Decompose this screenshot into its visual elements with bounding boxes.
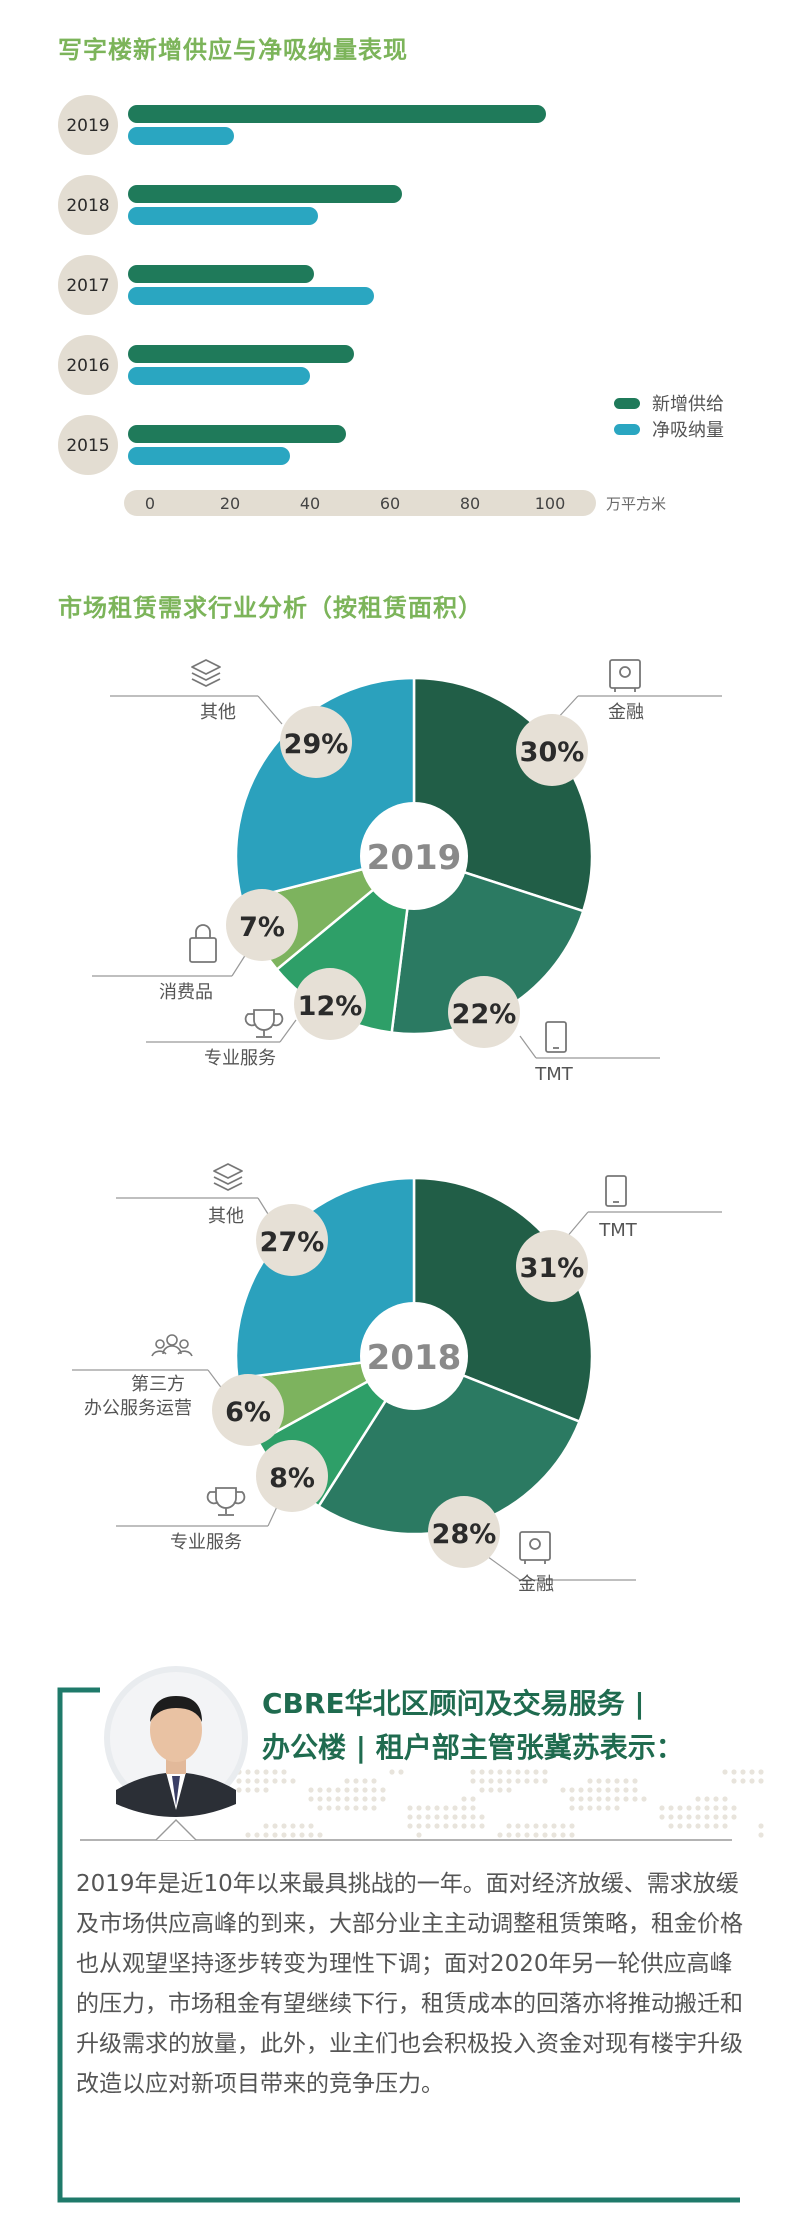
x-tick-20: 20	[220, 494, 240, 513]
quote-title-line1: CBRE华北区顾问及交易服务 |	[262, 1687, 645, 1720]
label-thirdparty-line2: 办公服务运营	[84, 1398, 192, 1419]
pct-other: 27%	[260, 1227, 325, 1258]
label-consumer: 消费品	[159, 982, 213, 1003]
layers-icon	[213, 1163, 243, 1191]
pct-badge-thirdparty	[212, 1374, 284, 1446]
pie-year-label: 2019	[367, 838, 462, 878]
bar-absorption-2018	[128, 207, 318, 225]
pct-prof: 8%	[269, 1463, 315, 1494]
people-icon	[151, 1334, 193, 1357]
x-tick-60: 60	[380, 494, 400, 513]
year-label-2017: 2017	[66, 276, 109, 296]
safe-icon	[519, 1531, 551, 1564]
bar-supply-2017	[128, 265, 314, 283]
year-badge-2018	[58, 175, 118, 235]
label-thirdparty-line1: 第三方	[131, 1374, 185, 1395]
x-axis-unit: 万平方米	[606, 495, 666, 513]
pct-finance: 28%	[432, 1519, 497, 1550]
chart-legend: 新增供给 净吸纳量	[614, 394, 724, 441]
quote-body: 2019年是近10年以来最具挑战的一年。面对经济放缓、需求放缓及市场供应高峰的到…	[76, 1871, 743, 2097]
year-label-2019: 2019	[66, 116, 109, 136]
trophy-icon	[206, 1487, 246, 1516]
dot-map-decoration	[227, 1769, 764, 1838]
pct-prof: 12%	[298, 991, 363, 1022]
year-badge-2017	[58, 255, 118, 315]
label-tmt: TMT	[598, 1220, 638, 1241]
bar-chart-title: 写字楼新增供应与净吸纳量表现	[58, 36, 408, 64]
pct-badge-consumer	[226, 889, 298, 961]
pct-badge-tmt	[516, 1230, 588, 1302]
pct-badge-finance	[516, 714, 588, 786]
label-finance: 金融	[608, 702, 644, 723]
year-badge-2015	[58, 415, 118, 475]
pct-consumer: 7%	[239, 912, 285, 943]
year-label-2015: 2015	[66, 436, 109, 456]
bar-supply-2019	[128, 105, 546, 123]
pie-chart-2018: 2018 27% 31% 6% 8% 28% 其他 TMT 第三方 办公服务运营…	[72, 1163, 722, 1595]
pct-badge-prof	[294, 968, 366, 1040]
pct-badge-finance	[428, 1496, 500, 1568]
pct-other: 29%	[284, 729, 349, 760]
pct-badge-tmt	[448, 976, 520, 1048]
quote-frame	[57, 1666, 764, 2203]
legend-supply-label: 新增供给	[652, 394, 724, 415]
pct-thirdparty: 6%	[225, 1397, 271, 1428]
x-tick-100: 100	[535, 494, 566, 513]
bar-absorption-2017	[128, 287, 374, 305]
pct-badge-prof	[256, 1440, 328, 1512]
label-prof: 专业服务	[170, 1532, 242, 1553]
safe-icon	[609, 659, 641, 692]
pct-badge-other	[280, 706, 352, 778]
label-other: 其他	[208, 1206, 244, 1227]
label-tmt: TMT	[534, 1064, 574, 1085]
tablet-icon	[545, 1021, 567, 1053]
bar-absorption-2015	[128, 447, 290, 465]
legend-absorption-label: 净吸纳量	[652, 420, 724, 441]
pct-tmt: 31%	[520, 1253, 585, 1284]
label-finance: 金融	[518, 1574, 554, 1595]
pie-center-hole	[360, 802, 468, 910]
x-tick-0: 0	[145, 494, 155, 513]
pie-year-label: 2018	[367, 1338, 462, 1378]
bar-absorption-2016	[128, 367, 310, 385]
pct-tmt: 22%	[452, 999, 517, 1030]
pct-finance: 30%	[520, 737, 585, 768]
x-tick-80: 80	[460, 494, 480, 513]
pie-center-hole	[360, 1302, 468, 1410]
year-badge-2016	[58, 335, 118, 395]
supply-absorption-bar-chart: 2019 2018 2017 2016 2015 0 20 40 60 80 100 万平方米 新…	[58, 95, 724, 516]
quote-title: CBRE华北区顾问及交易服务 | 办公楼 | 租户部主管张冀苏表示：	[262, 1682, 762, 1770]
year-badge-2019	[58, 95, 118, 155]
bar-supply-2018	[128, 185, 402, 203]
avatar	[104, 1666, 248, 1817]
year-label-2016: 2016	[66, 356, 109, 376]
quote-title-line2: 办公楼 | 租户部主管张冀苏表示：	[262, 1731, 684, 1764]
x-axis-track	[124, 490, 596, 516]
bar-absorption-2019	[128, 127, 234, 145]
pie-chart-2019: 2019 29% 30% 7% 12% 22% 其他 金融 消费品 专业服务 T…	[92, 659, 722, 1085]
layers-icon	[191, 659, 221, 687]
trophy-icon	[244, 1009, 284, 1038]
label-prof: 专业服务	[204, 1048, 276, 1069]
pie-section-title: 市场租赁需求行业分析（按租赁面积）	[58, 594, 483, 622]
tablet-icon	[605, 1175, 627, 1207]
shopping-bag-icon	[189, 924, 217, 963]
bar-supply-2015	[128, 425, 346, 443]
year-label-2018: 2018	[66, 196, 109, 216]
pct-badge-other	[256, 1204, 328, 1276]
label-other: 其他	[200, 702, 236, 723]
legend-supply-swatch	[614, 398, 640, 409]
bar-supply-2016	[128, 345, 354, 363]
legend-absorption-swatch	[614, 424, 640, 435]
x-tick-40: 40	[300, 494, 320, 513]
